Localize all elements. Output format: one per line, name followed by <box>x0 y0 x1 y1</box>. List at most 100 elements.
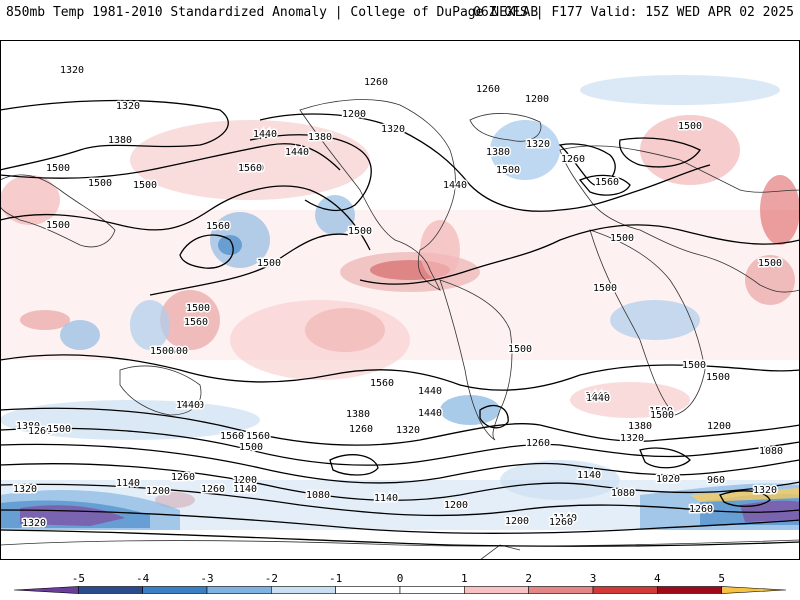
colorbar-tick-label: 3 <box>590 572 597 585</box>
contour-label: 1320 <box>381 124 405 135</box>
contour-label: 1320 <box>526 139 550 150</box>
contour-label: 1500 <box>593 283 617 294</box>
contour-label: 1320 <box>620 433 644 444</box>
contour-label: 1560 <box>370 378 394 389</box>
colorbar-tick-label: 4 <box>654 572 661 585</box>
contour-label: 1500 <box>706 372 730 383</box>
coastlines <box>0 99 800 560</box>
contour-label: 1560 <box>184 317 208 328</box>
contour-label: 1440 <box>253 129 277 140</box>
contour-label: 1380 <box>628 421 652 432</box>
contour-label: 1320 <box>753 485 777 496</box>
contour-label: 1560 <box>206 221 230 232</box>
contour-label: 1140 <box>553 513 577 524</box>
contour-label: 1140 <box>577 470 601 481</box>
contour-label: 1260 <box>526 438 550 449</box>
contour-label: 1200 <box>707 421 731 432</box>
colorbar-segment <box>142 586 208 594</box>
contour-label: 1320 <box>116 101 140 112</box>
contour-label: 1140 <box>233 484 257 495</box>
contour-label: 1440 <box>585 391 609 402</box>
contour-label: 1020 <box>656 474 680 485</box>
colorbar-segment <box>528 586 594 594</box>
colorbar-segment <box>206 586 272 594</box>
contour-label: 1260 <box>561 154 585 165</box>
model-valid-time: 06Z GFS | F177 Valid: 15Z WED APR 02 202… <box>473 5 794 20</box>
contour-label: 1500 <box>678 121 702 132</box>
contour-label: 1260 <box>364 77 388 88</box>
contour-label: 1200 <box>146 486 170 497</box>
contour-label: 1560 <box>220 431 244 442</box>
contour-label: 1260 <box>549 517 573 528</box>
colorbar-segment <box>271 586 336 594</box>
colorbar-tick-label: 0 <box>397 572 404 585</box>
contour-label: 1200 <box>525 94 549 105</box>
anomaly-colorbar: -5 -4 -3 -2 -1 0 1 2 3 4 5 <box>0 568 800 600</box>
contour-label: 1500 <box>758 258 782 269</box>
contour-label: 1440 <box>443 180 467 191</box>
contour-label: 1500 <box>47 424 71 435</box>
colorbar-segment <box>78 586 143 594</box>
contour-label: 1380 <box>308 132 332 143</box>
contour-label: 1380 <box>346 409 370 420</box>
contour-label: 1260 <box>689 504 713 515</box>
colorbar-segment <box>335 586 401 594</box>
colorbar-tick-label: -1 <box>329 572 342 585</box>
contour-label: 960 <box>707 475 725 486</box>
colorbar-segment <box>13 586 79 594</box>
contour-label: 1500 <box>88 178 112 189</box>
contour-label: 1080 <box>306 490 330 501</box>
contour-label: 1380 <box>16 421 40 432</box>
contour-label: 1080 <box>611 488 635 499</box>
contour-label: 1500 <box>186 303 210 314</box>
contour-label: 1440 <box>285 147 309 158</box>
contour-label: 1500 <box>239 442 263 453</box>
colorbar-tick-label: -3 <box>200 572 213 585</box>
contour-label: 1200 <box>505 516 529 527</box>
contour-label: 1260 <box>28 426 52 437</box>
contour-label: 1260 <box>171 472 195 483</box>
colorbar-segment <box>399 586 465 594</box>
contour-label: 1320 <box>13 484 37 495</box>
contour-label: 1140 <box>116 478 140 489</box>
contour-label: 1380 <box>108 135 132 146</box>
contour-label: 1560 <box>240 163 264 174</box>
contour-label: 1500 <box>257 258 281 269</box>
contour-label: 1440 <box>418 386 442 397</box>
colorbar-segment <box>464 586 529 594</box>
map-title: 850mb Temp 1981-2010 Standardized Anomal… <box>6 5 539 20</box>
contour-label: 1260 <box>349 424 373 435</box>
colorbar-segment <box>592 586 658 594</box>
contour-label: 1560 <box>238 163 262 174</box>
colorbar-tick-label: -4 <box>136 572 150 585</box>
contour-label: 1440 <box>418 408 442 419</box>
contour-label: 1320 <box>60 65 84 76</box>
anomaly-map: 1320 1320 1380 1440 1500 1500 1560 1560 1500 1500… <box>0 40 800 560</box>
contour-label: 1260 <box>201 484 225 495</box>
contour-label: 1380 <box>486 147 510 158</box>
contour-label: 1500 <box>46 220 70 231</box>
contour-label: 1560 <box>595 177 619 188</box>
contour-label: 1560 <box>246 431 270 442</box>
contour-label: 1500 <box>650 410 674 421</box>
colorbar-tick-label: 5 <box>718 572 725 585</box>
contour-label: 1500 <box>649 406 673 417</box>
colorbar-segment <box>657 586 722 594</box>
contour-label: 1500 <box>496 165 520 176</box>
contour-label: 1500 <box>164 346 188 357</box>
contour-label: 1260 <box>476 84 500 95</box>
colorbar-tick-label: -5 <box>72 572 85 585</box>
contour-label: 1500 <box>150 346 174 357</box>
contour-label: 1200 <box>342 109 366 120</box>
contour-label: 1200 <box>444 500 468 511</box>
contour-label: 1440 <box>176 400 200 411</box>
contour-label: 1320 <box>22 518 46 529</box>
contour-label: 1500 <box>610 233 634 244</box>
anomaly-shading <box>0 75 800 530</box>
contour-label: 1140 <box>374 493 398 504</box>
contour-label: 1500 <box>133 180 157 191</box>
contour-label: 1500 <box>348 226 372 237</box>
colorbar-tick-label: 2 <box>525 572 532 585</box>
contour-label: 1440 <box>586 393 610 404</box>
